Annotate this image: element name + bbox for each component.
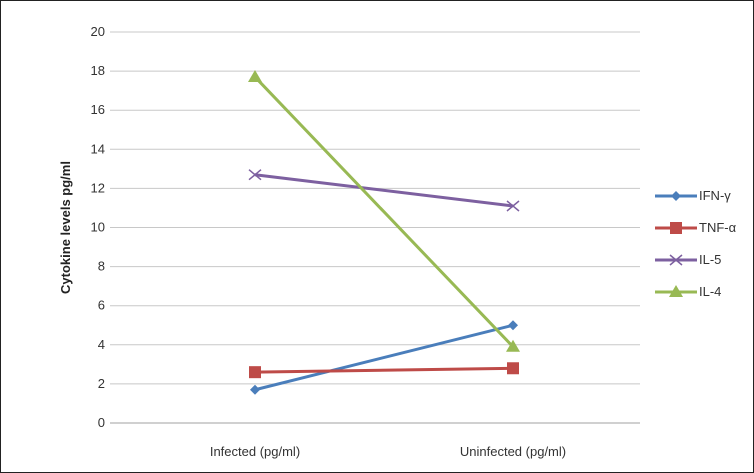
- y-tick-label: 4: [98, 337, 105, 352]
- x-category-label: Uninfected (pg/ml): [460, 444, 566, 459]
- y-axis-label: Cytokine levels pg/ml: [58, 161, 73, 294]
- data-point: [248, 69, 262, 82]
- gridlines: [110, 31, 640, 424]
- x-axis-categories: Infected (pg/ml) Uninfected (pg/ml): [210, 444, 566, 459]
- y-tick-label: 0: [98, 415, 105, 430]
- legend: IFN-γ TNF-α IL-5 IL-4: [655, 188, 737, 299]
- legend-marker: [669, 254, 683, 266]
- y-axis-ticks: 0 2 4 6 8 10 12 14 16 18 20: [91, 24, 105, 430]
- y-tick-label: 14: [91, 141, 105, 156]
- data-point: [508, 320, 518, 331]
- series-line: [253, 75, 515, 348]
- legend-label: TNF-α: [699, 220, 737, 235]
- y-tick-label: 18: [91, 63, 105, 78]
- y-tick-label: 2: [98, 376, 105, 391]
- data-point: [506, 200, 520, 212]
- data-point: [507, 362, 519, 375]
- y-tick-label: 12: [91, 180, 105, 195]
- data-point: [249, 366, 261, 379]
- x-category-label: Infected (pg/ml): [210, 444, 300, 459]
- data-point: [250, 384, 260, 395]
- data-point: [506, 339, 520, 352]
- legend-marker: [670, 222, 682, 234]
- legend-label: IFN-γ: [699, 188, 731, 203]
- series-line: [254, 173, 514, 208]
- series-lines: [248, 69, 520, 395]
- data-point: [248, 169, 262, 181]
- y-tick-label: 10: [91, 220, 105, 235]
- legend-label: IL-4: [699, 284, 721, 299]
- legend-label: IL-5: [699, 252, 721, 267]
- legend-item: IL-5: [655, 252, 721, 267]
- y-tick-label: 20: [91, 24, 105, 39]
- y-tick-label: 8: [98, 259, 105, 274]
- legend-item: TNF-α: [655, 220, 737, 235]
- y-tick-label: 6: [98, 298, 105, 313]
- legend-marker: [669, 285, 683, 297]
- y-tick-label: 16: [91, 102, 105, 117]
- series-line: [254, 323, 514, 392]
- legend-marker: [671, 191, 681, 201]
- legend-item: IFN-γ: [655, 188, 731, 203]
- legend-item: IL-4: [655, 284, 721, 299]
- series-line: [254, 366, 514, 374]
